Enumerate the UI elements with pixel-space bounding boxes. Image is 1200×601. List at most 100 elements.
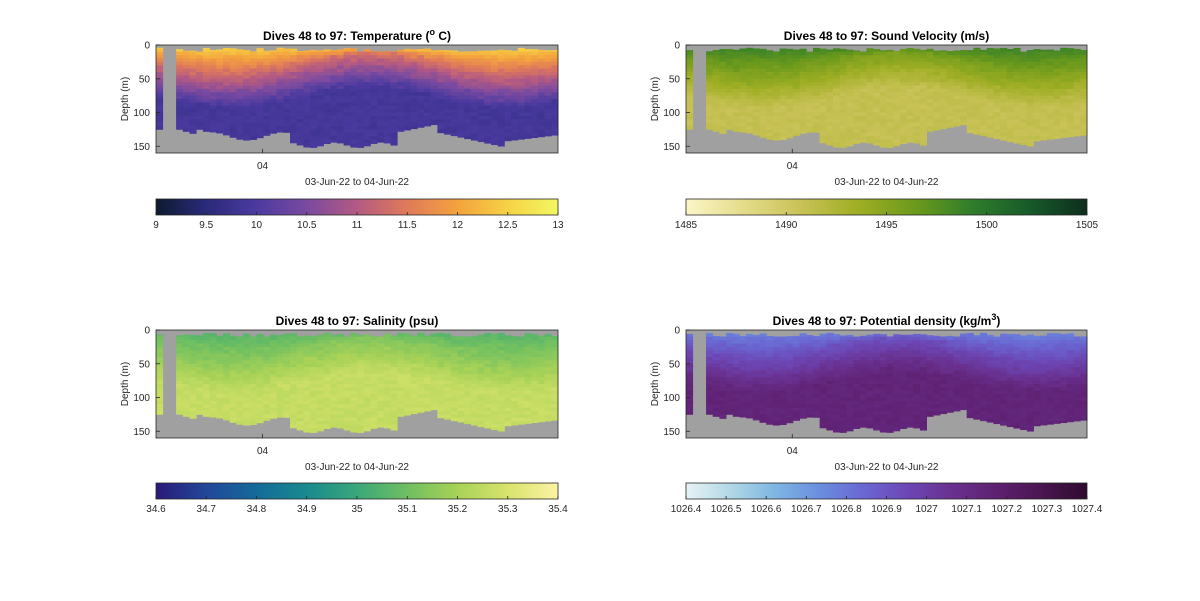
heatmap-cell [390, 58, 398, 63]
heatmap-cell [766, 78, 774, 83]
heatmap-cell [236, 340, 244, 344]
heatmap-cell [216, 119, 224, 124]
heatmap-cell [826, 82, 834, 86]
heatmap-cell [450, 340, 458, 344]
y-tick-label: 0 [674, 41, 680, 52]
heatmap-cell [370, 75, 378, 80]
heatmap-cell [504, 421, 512, 425]
heatmap-cell [390, 335, 398, 338]
heatmap-cell [424, 92, 432, 97]
heatmap-cell [370, 65, 378, 70]
heatmap-cell [491, 75, 499, 80]
heatmap-cell [229, 112, 237, 117]
heatmap-cell [799, 75, 807, 80]
heatmap-cell [766, 126, 774, 130]
heatmap-cell [980, 122, 988, 127]
heatmap-cell [477, 350, 485, 355]
heatmap-cell [383, 61, 391, 66]
heatmap-cell [759, 105, 767, 110]
y-tick-label: 50 [139, 74, 151, 85]
heatmap-cell [886, 142, 894, 147]
heatmap-cell [477, 340, 485, 344]
heatmap-cell [706, 404, 714, 409]
heatmap-cell [276, 397, 284, 402]
heatmap-cell [973, 102, 981, 107]
heatmap-cell [397, 363, 405, 368]
heatmap-cell [873, 129, 881, 134]
heatmap-cell [296, 377, 304, 382]
heatmap-cell [1013, 102, 1021, 107]
heatmap-cell [330, 105, 338, 110]
heatmap-cell [719, 55, 727, 59]
heatmap-cell [1026, 142, 1034, 147]
heatmap-cell [706, 126, 714, 130]
heatmap-cell [497, 380, 505, 385]
heatmap-cell [491, 404, 499, 409]
heatmap-cell [343, 112, 351, 117]
heatmap-cell [236, 61, 244, 66]
heatmap-cell [283, 75, 291, 80]
heatmap-cell [1080, 102, 1088, 107]
heatmap-cell [296, 112, 304, 117]
heatmap-cell [746, 92, 754, 97]
heatmap-cell [283, 340, 291, 344]
heatmap-cell [484, 119, 492, 124]
heatmap-cell [229, 82, 237, 86]
heatmap-cell [283, 92, 291, 97]
heatmap-cell [732, 387, 740, 392]
heatmap-cell [202, 394, 210, 398]
heatmap-cell [457, 95, 465, 100]
heatmap-cell [310, 380, 318, 385]
heatmap-cell [484, 380, 492, 385]
heatmap-cell [873, 102, 881, 107]
heatmap-cell [986, 85, 994, 90]
heatmap-cell [919, 119, 927, 124]
heatmap-cell [706, 92, 714, 97]
heatmap-cell [390, 105, 398, 110]
heatmap-cell [504, 55, 512, 59]
heatmap-cell [504, 78, 512, 83]
heatmap-cell [383, 75, 391, 80]
heatmap-cell [792, 99, 801, 103]
heatmap-cell [229, 336, 237, 341]
heatmap-cell [1066, 82, 1075, 86]
heatmap-cell [752, 61, 760, 66]
heatmap-cell [189, 58, 197, 63]
heatmap-cell [497, 88, 505, 93]
heatmap-cell [370, 404, 378, 409]
heatmap-cell [497, 421, 505, 425]
heatmap-cell [350, 122, 358, 127]
heatmap-cell [517, 129, 525, 134]
heatmap-cell [839, 102, 847, 107]
heatmap-cell [792, 115, 801, 120]
heatmap-cell [1040, 68, 1048, 73]
heatmap-cell [424, 377, 432, 382]
heatmap-cell [551, 384, 559, 388]
heatmap-cell [879, 82, 887, 86]
heatmap-cell [236, 384, 244, 388]
heatmap-cell [846, 85, 854, 90]
heatmap-cell [196, 394, 204, 398]
heatmap-cell [196, 115, 204, 120]
heatmap-cell [746, 115, 754, 120]
heatmap-cell [357, 431, 365, 433]
heatmap-cell [973, 129, 981, 134]
heatmap-cell [732, 92, 740, 97]
heatmap-cell [296, 51, 304, 56]
heatmap-cell [544, 363, 552, 368]
heatmap-cell [216, 377, 224, 382]
heatmap-cell [296, 394, 304, 398]
heatmap-cell [430, 72, 438, 76]
heatmap-cell [256, 119, 264, 124]
heatmap-cell [1026, 72, 1034, 76]
heatmap-cell [336, 340, 344, 344]
heatmap-cell [806, 78, 814, 83]
heatmap-cell [236, 363, 244, 368]
heatmap-cell [444, 414, 452, 419]
heatmap-cell [833, 48, 841, 53]
heatmap-cell [357, 129, 365, 134]
heatmap-cell [879, 68, 887, 73]
heatmap-cell [256, 350, 264, 355]
heatmap-cell [484, 411, 492, 415]
